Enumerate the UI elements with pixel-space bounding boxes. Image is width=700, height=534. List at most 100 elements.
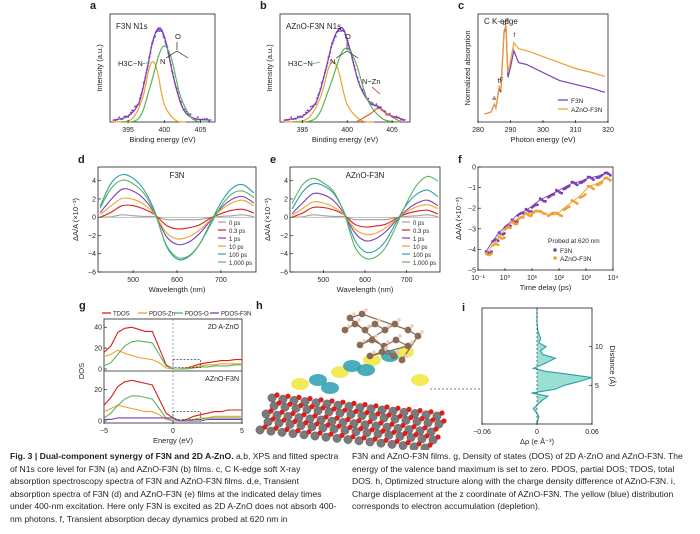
panel-title-d: F3N xyxy=(169,171,184,180)
data-point xyxy=(521,216,525,219)
legend-label: 100 ps xyxy=(413,253,431,259)
fit-F3N xyxy=(485,173,606,252)
zn-atom xyxy=(307,422,317,432)
o-atom xyxy=(373,403,379,409)
charge-lobe xyxy=(343,360,361,372)
legend-label: 0 ps xyxy=(413,221,424,227)
zn-atom xyxy=(412,417,422,426)
legend-label: F3N xyxy=(560,248,573,255)
x-tick-label: 10⁴ xyxy=(608,275,619,282)
zn-atom xyxy=(340,425,350,435)
zn-atom xyxy=(428,435,438,445)
y-tick-label: 2 xyxy=(92,196,96,203)
o-atom xyxy=(402,430,408,436)
o-atom xyxy=(342,407,348,413)
c-atom xyxy=(358,310,366,318)
charge-lobe xyxy=(291,378,309,390)
spectrum-0ps xyxy=(292,214,439,221)
y-axis-label: ΔA/A (×10⁻³) xyxy=(71,198,80,241)
x-tick-label: 0 xyxy=(535,429,539,436)
chem-bond xyxy=(165,50,189,59)
legend-label: 0.3 ps xyxy=(413,229,429,235)
x-axis-label: Binding energy (eV) xyxy=(312,135,379,144)
o-atom xyxy=(430,417,436,423)
c-atom xyxy=(390,352,398,360)
c-atom xyxy=(404,326,412,334)
o-atom xyxy=(380,428,386,434)
data-point xyxy=(388,112,391,115)
data-point xyxy=(496,239,500,243)
zn-atom xyxy=(332,433,342,443)
zn-atom xyxy=(362,428,372,438)
spectrum-10ps xyxy=(99,197,255,240)
x-axis-label: Energy (eV) xyxy=(153,436,194,445)
legend-label: PDOS-Zn xyxy=(149,312,175,318)
panel-title-e: AZnO-F3N xyxy=(346,171,385,180)
zn-atom xyxy=(288,429,298,438)
c-atom xyxy=(361,326,369,334)
o-atom xyxy=(428,409,434,415)
o-atom xyxy=(389,421,395,427)
o-atom xyxy=(427,442,433,448)
y-tick-label: 2 xyxy=(284,196,288,203)
data-point xyxy=(490,250,493,254)
dos-subpanel-label: AZnO-F3N xyxy=(205,376,239,383)
x-tick-label: 395 xyxy=(122,127,134,134)
component-2-b xyxy=(293,47,402,123)
x-tick-label: −0.06 xyxy=(473,429,491,436)
o-atom xyxy=(395,405,401,411)
y-tick-label: 0 xyxy=(472,165,476,172)
y-tick-label: −4 xyxy=(280,251,288,258)
o-atom xyxy=(317,430,323,436)
c-atom xyxy=(378,348,386,356)
o-atom xyxy=(279,409,285,415)
zn-atom xyxy=(318,423,328,433)
charge-area xyxy=(531,308,592,424)
y-tick-label: −4 xyxy=(468,247,476,254)
xas-frame xyxy=(477,13,609,123)
h-atom xyxy=(357,318,361,322)
c-atom xyxy=(356,341,364,349)
o-atom xyxy=(285,393,291,399)
o-atom xyxy=(383,437,389,443)
o-atom xyxy=(394,438,400,444)
legend-marker xyxy=(553,256,557,260)
data-point xyxy=(371,101,373,104)
y-axis-label: Distance (Å) xyxy=(608,345,617,387)
dos-subpanel-label: 2D A-ZnO xyxy=(208,324,240,331)
y-axis-label: ΔA/A (×10⁻³) xyxy=(263,198,272,241)
o-atom xyxy=(361,435,367,441)
o-atom xyxy=(328,431,334,437)
data-point xyxy=(544,200,547,203)
x-tick-label: 10¹ xyxy=(527,275,538,282)
legend-label: TDOS xyxy=(113,312,130,318)
legend-marker xyxy=(553,248,557,252)
o-atom xyxy=(334,415,340,421)
x-tick-label: 320 xyxy=(602,127,614,134)
x-tick-label: 10⁰ xyxy=(500,274,511,282)
o-atom xyxy=(419,416,425,422)
zn-atom xyxy=(343,435,353,444)
o-atom xyxy=(340,399,346,405)
o-atom xyxy=(331,406,337,412)
panel-letter-d: d xyxy=(78,154,85,166)
y-tick-label: 5 xyxy=(595,383,599,390)
data-point xyxy=(567,205,571,209)
panel-letter-b: b xyxy=(260,0,267,12)
structure-illustration xyxy=(255,308,480,450)
fit-AZnO-F3N xyxy=(485,178,606,254)
charge-lobe xyxy=(309,374,327,386)
zn-atom xyxy=(379,413,389,423)
o-atom xyxy=(336,423,342,429)
y-tick-label: −3 xyxy=(468,226,476,233)
y-tick-label: −1 xyxy=(468,185,476,192)
o-atom xyxy=(384,404,390,410)
o-atom xyxy=(298,402,304,408)
component-1-a xyxy=(113,61,187,123)
o-atom xyxy=(405,440,411,446)
chem-label: H3C−N xyxy=(118,59,143,68)
xas-F3N xyxy=(484,26,605,115)
x-tick-label: 405 xyxy=(195,127,207,134)
o-atom xyxy=(433,426,439,432)
